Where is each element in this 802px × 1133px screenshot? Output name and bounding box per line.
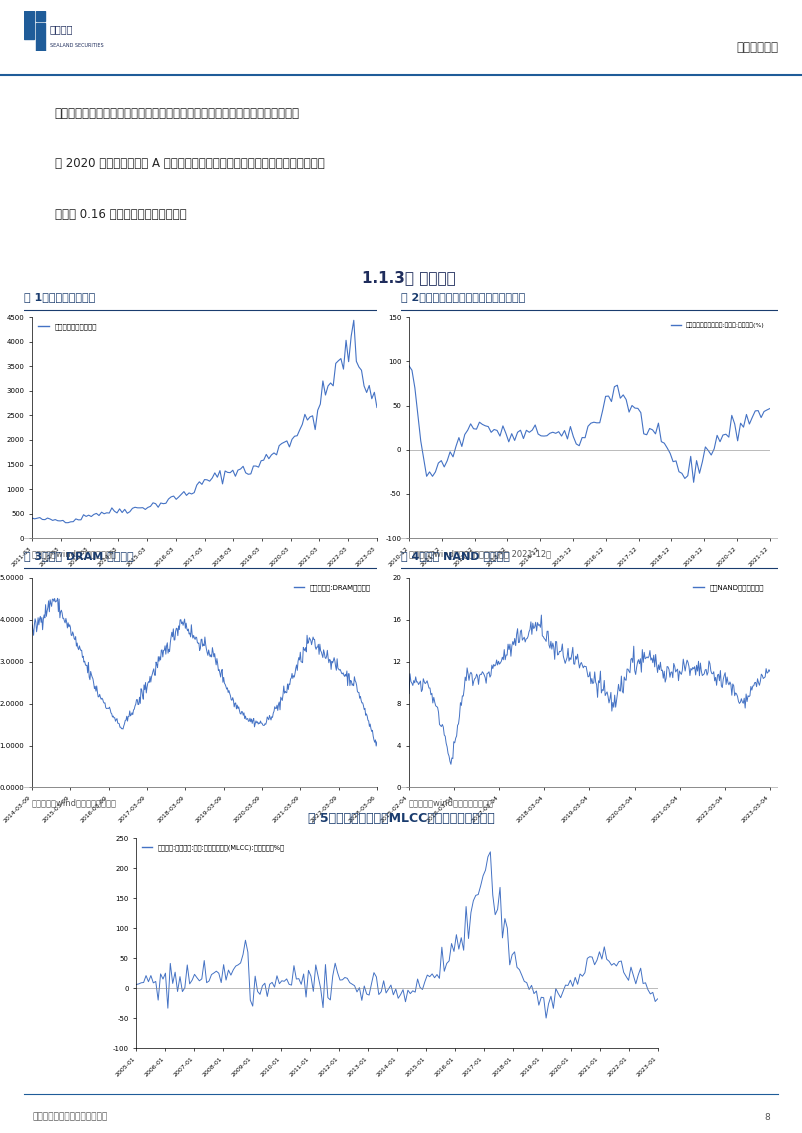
Text: 资料来源：wind、国海证券研究所: 资料来源：wind、国海证券研究所 (31, 799, 116, 808)
Bar (35, 11, 45, 22)
Text: 资料来源：wind、国海证券研究所: 资料来源：wind、国海证券研究所 (408, 799, 493, 808)
Text: 图 4：每周 NAND 价格变化: 图 4：每周 NAND 价格变化 (401, 551, 510, 561)
Text: 将 2020 年度非公开发行 A 股股票募集资金投资项目结项，并将结项后的节余募: 将 2020 年度非公开发行 A 股股票募集资金投资项目结项，并将结项后的节余募 (55, 157, 325, 170)
Legend: 现货平均价:DRAM（美元）: 现货平均价:DRAM（美元） (291, 581, 374, 594)
Legend: 每周NAND价格（美元）: 每周NAND价格（美元） (691, 581, 767, 594)
Text: 图 1：费城半导体指数: 图 1：费城半导体指数 (24, 292, 95, 303)
Text: 请务必阅读正文后免责条款部分: 请务必阅读正文后免责条款部分 (32, 1113, 107, 1122)
Text: 票募集资金投资项目结项暨节余募集资金永久补充流动资金的议案》，同意公司: 票募集资金投资项目结项暨节余募集资金永久补充流动资金的议案》，同意公司 (55, 107, 300, 119)
Text: 资料来源：wind、国海证券研究所: 资料来源：wind、国海证券研究所 (31, 550, 116, 559)
Text: 资料来源：wind、国海证券研究所（截至 2021-12）: 资料来源：wind、国海证券研究所（截至 2021-12） (408, 550, 551, 559)
Text: 国海证券: 国海证券 (50, 24, 73, 34)
Text: SEALAND SECURITIES: SEALAND SECURITIES (50, 43, 103, 48)
Bar (35, 23, 45, 51)
Bar (24, 11, 34, 39)
Text: 集资金 0.16 亿元永久补充流动资金。: 集资金 0.16 亿元永久补充流动资金。 (55, 208, 187, 221)
Text: 图 5：多层陶瓷电容（MLCC）台股营收当月同比: 图 5：多层陶瓷电容（MLCC）台股营收当月同比 (308, 812, 494, 825)
Text: 8: 8 (764, 1113, 770, 1122)
Text: 图 2：北美半导体制造商出货额当月同比: 图 2：北美半导体制造商出货额当月同比 (401, 292, 525, 303)
Text: 证券研究报告: 证券研究报告 (736, 41, 778, 54)
Text: 图 3：每周 DRAM 价格变化: 图 3：每周 DRAM 价格变化 (24, 551, 134, 561)
Legend: 费城半导体指数（点）: 费城半导体指数（点） (35, 321, 99, 333)
Legend: 台股营收:被动元件:电容:多层陶瓷电容(MLCC):当月同比（%）: 台股营收:被动元件:电容:多层陶瓷电容(MLCC):当月同比（%） (140, 842, 287, 853)
Legend: 北美半导体设备制造商:出货额:当月同比(%): 北美半导体设备制造商:出货额:当月同比(%) (669, 321, 767, 331)
Text: 1.1.3、 产业数据: 1.1.3、 产业数据 (363, 270, 456, 286)
